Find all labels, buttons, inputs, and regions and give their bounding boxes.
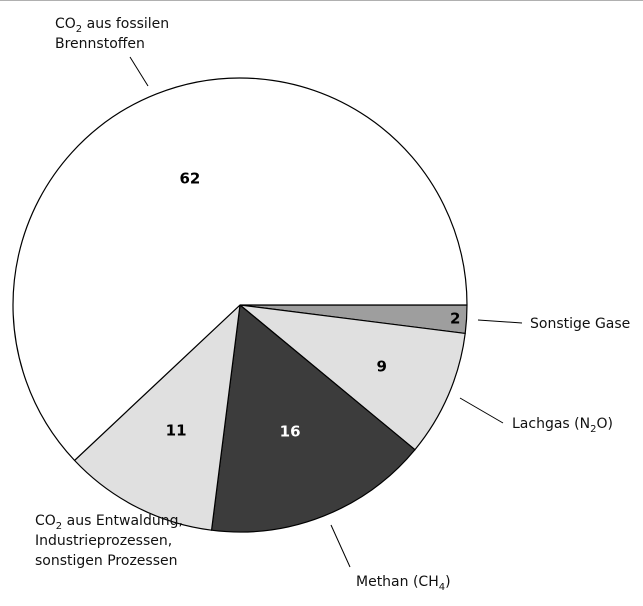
- pie-slice-co2-fossil: [12, 77, 468, 461]
- slice-label-co2-entwaldung: CO2 aus Entwaldung, Industrieprozessen, so…: [35, 513, 183, 569]
- value-label-lachgas: 9: [376, 357, 386, 375]
- slice-label-lachgas: Lachgas (N2O): [512, 416, 613, 435]
- leader-line-co2-fossil: [129, 56, 149, 87]
- leader-line-lachgas: [459, 397, 504, 424]
- leader-line-sonstige: [477, 319, 523, 324]
- value-label-sonstige: 2: [450, 310, 460, 328]
- pie-slice-lachgas: [239, 304, 466, 451]
- slice-label-sonstige: Sonstige Gase: [530, 316, 630, 332]
- slice-label-co2-fossil: CO2 aus fossilen Brennstoffen: [55, 16, 169, 52]
- slice-label-methan: Methan (CH4): [356, 574, 451, 593]
- value-label-methan: 16: [280, 423, 301, 441]
- leader-line-methan: [330, 524, 351, 568]
- value-label-co2-entwaldung: 11: [166, 421, 187, 439]
- value-label-co2-fossil: 62: [179, 169, 200, 187]
- pie-slice-methan: [210, 304, 416, 533]
- pie-slice-co2-entwaldung: [73, 304, 241, 531]
